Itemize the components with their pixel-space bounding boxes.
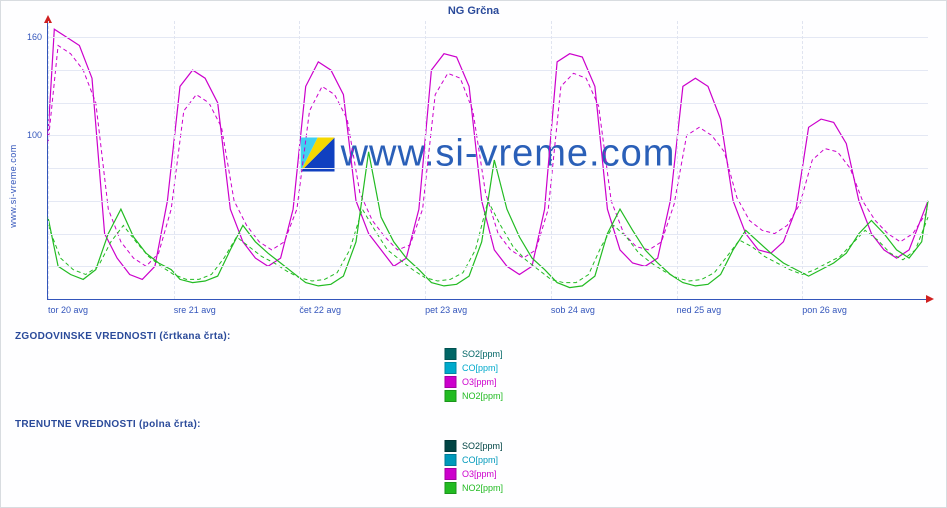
legend-label: SO2[ppm] [462,441,503,451]
series-NO2_hist [48,201,928,283]
legend-item: SO2[ppm] [444,439,503,453]
legend-swatch-icon [444,362,456,374]
legend-label: CO[ppm] [462,363,498,373]
legend-historical: SO2[ppm] CO[ppm] O3[ppm] NO2[ppm] [444,347,503,403]
gridline-h [48,168,928,169]
gridline-h [48,201,928,202]
gridline-h [48,103,928,104]
legend-label: SO2[ppm] [462,349,503,359]
gridline-v [551,21,552,299]
legend-item: CO[ppm] [444,453,503,467]
legend-current: SO2[ppm] CO[ppm] O3[ppm] NO2[ppm] [444,439,503,495]
gridline-h [48,37,928,38]
gridline-v [802,21,803,299]
x-tick-label: ned 25 avg [677,305,722,315]
x-tick-label: pon 26 avg [802,305,847,315]
gridline-v [299,21,300,299]
legend-swatch-icon [444,440,456,452]
legend-swatch-icon [444,390,456,402]
legend-item: CO[ppm] [444,361,503,375]
legend-item: NO2[ppm] [444,389,503,403]
gridline-h [48,70,928,71]
y-tick-label: 100 [27,130,42,140]
chart-title: NG Grčna [1,5,946,17]
legend-swatch-icon [444,454,456,466]
y-axis-label: www.si-vreme.com [8,144,18,228]
y-tick-label: 160 [27,32,42,42]
legend-label: O3[ppm] [462,377,497,387]
legend-label: NO2[ppm] [462,483,503,493]
gridline-h [48,234,928,235]
legend-item: O3[ppm] [444,375,503,389]
x-tick-label: sre 21 avg [174,305,216,315]
plot-area: www.si-vreme.com 100160tor 20 avgsre 21 … [47,21,928,300]
series-svg [48,21,928,299]
legend-item: SO2[ppm] [444,347,503,361]
x-tick-label: čet 22 avg [299,305,341,315]
x-tick-label: sob 24 avg [551,305,595,315]
gridline-v [48,21,49,299]
legend-label: CO[ppm] [462,455,498,465]
gridline-v [425,21,426,299]
gridline-v [174,21,175,299]
legend-item: NO2[ppm] [444,481,503,495]
section-historical-label: ZGODOVINSKE VREDNOSTI (črtkana črta): [15,331,231,342]
gridline-v [677,21,678,299]
gridline-h [48,266,928,267]
legend-label: NO2[ppm] [462,391,503,401]
x-tick-label: tor 20 avg [48,305,88,315]
legend-label: O3[ppm] [462,469,497,479]
x-tick-label: pet 23 avg [425,305,467,315]
gridline-h [48,135,928,136]
legend-swatch-icon [444,376,456,388]
legend-swatch-icon [444,468,456,480]
series-O3_current [48,29,928,279]
section-current-label: TRENUTNE VREDNOSTI (polna črta): [15,419,201,430]
legend-swatch-icon [444,482,456,494]
legend-swatch-icon [444,348,456,360]
chart-container: www.si-vreme.com NG Grčna www.si-vreme.c… [0,0,947,508]
legend-item: O3[ppm] [444,467,503,481]
